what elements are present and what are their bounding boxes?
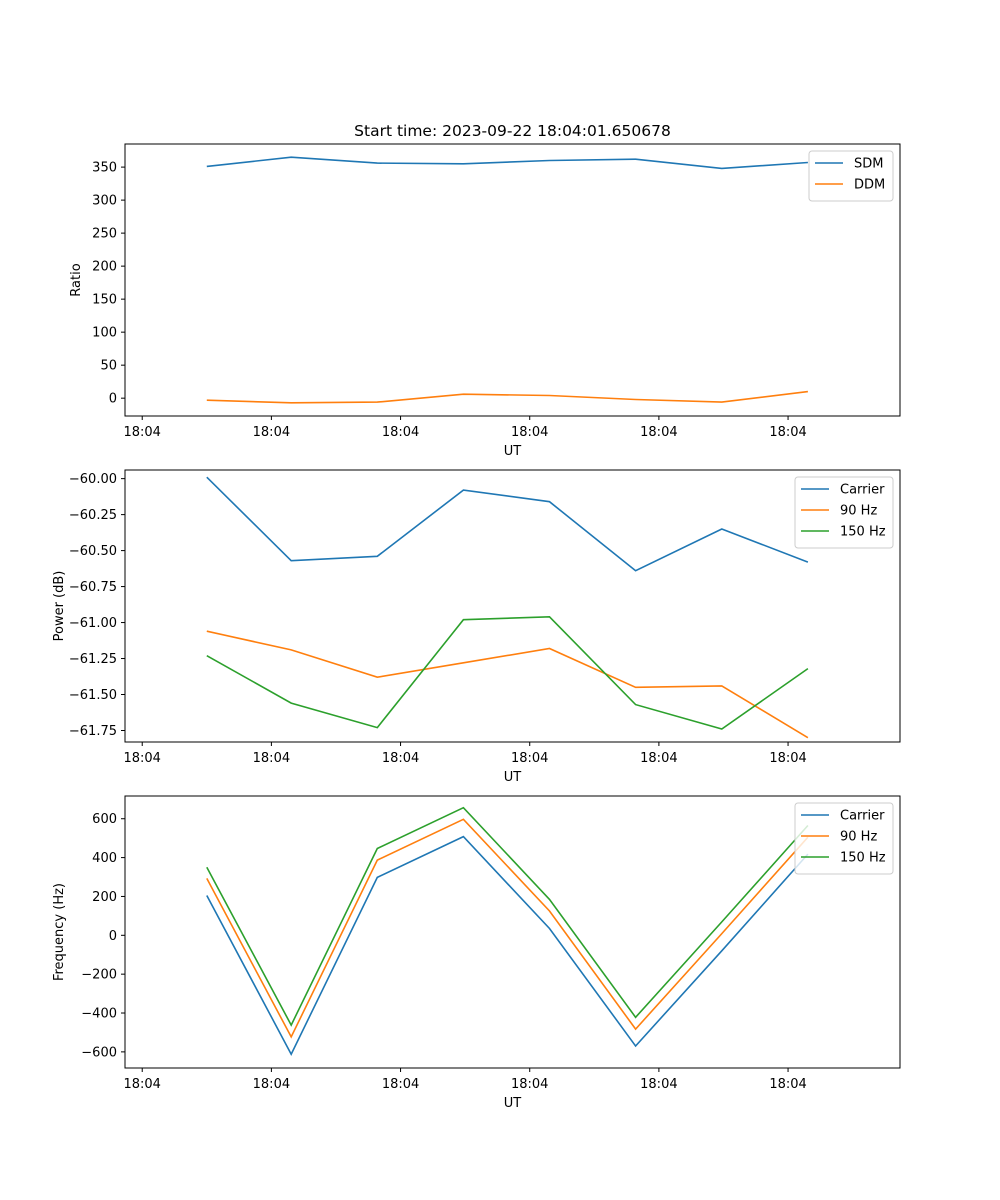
x-tick-label: 18:04 — [123, 425, 160, 440]
y-tick-label: −400 — [81, 1007, 117, 1022]
axes-frame — [124, 795, 901, 1069]
x-tick-label: 18:04 — [382, 751, 419, 766]
series-line-carrier — [206, 476, 809, 572]
series-line-sdm — [206, 156, 808, 170]
y-tick-label: −60.00 — [69, 472, 117, 487]
x-tick-label: 18:04 — [123, 751, 160, 766]
series-line-150-hz — [206, 615, 809, 730]
figure-title: Start time: 2023-09-22 18:04:01.650678 — [354, 122, 671, 140]
series-line-90-hz — [206, 818, 809, 1039]
y-tick-label: 0 — [109, 929, 117, 944]
x-tick-label: 18:04 — [769, 751, 806, 766]
y-axis-label: Frequency (Hz) — [52, 883, 67, 981]
legend-entry: 90 Hz — [840, 830, 877, 845]
plot-panel-3: 18:04 18:04 18:04 18:04 18:04 18:04 −600 −400 −2… — [52, 795, 901, 1111]
y-tick-label: 200 — [92, 260, 117, 275]
y-tick-label: −61.25 — [69, 652, 117, 667]
x-tick-label: 18:04 — [511, 425, 548, 440]
y-tick-label: 300 — [92, 194, 117, 209]
x-tick-label: 18:04 — [253, 751, 290, 766]
plots-container: 18:04 18:04 18:04 18:04 18:04 18:04 0 50 100 150 2… — [52, 143, 901, 1111]
y-tick-label: 600 — [92, 812, 117, 827]
x-tick-label: 18:04 — [640, 425, 677, 440]
x-tick-label: 18:04 — [769, 1077, 806, 1092]
y-tick-label: 400 — [92, 851, 117, 866]
series-line-ddm — [206, 390, 808, 404]
axes-frame — [124, 143, 901, 417]
x-axis-label: UT — [504, 770, 522, 785]
y-tick-label: 250 — [92, 227, 117, 242]
legend-entry: Carrier — [840, 483, 885, 498]
x-tick-label: 18:04 — [640, 751, 677, 766]
axes-frame — [124, 469, 901, 743]
legend-entry: DDM — [854, 178, 885, 193]
legend-entry: Carrier — [840, 809, 885, 824]
x-tick-label: 18:04 — [640, 1077, 677, 1092]
y-tick-label: 150 — [92, 293, 117, 308]
y-tick-label: −60.50 — [69, 544, 117, 559]
y-tick-label: −60.75 — [69, 580, 117, 595]
y-tick-label: 0 — [109, 392, 117, 407]
y-tick-label: −200 — [81, 968, 117, 983]
y-tick-label: 50 — [100, 359, 117, 374]
legend-entry: 150 Hz — [840, 851, 886, 866]
series-line-150-hz — [206, 806, 809, 1027]
legend-entry: 90 Hz — [840, 504, 877, 519]
x-axis-label: UT — [504, 1096, 522, 1111]
legend: SDM DDM — [808, 150, 894, 202]
y-tick-label: −61.50 — [69, 688, 117, 703]
x-tick-label: 18:04 — [769, 425, 806, 440]
y-tick-label: 350 — [92, 161, 117, 176]
x-tick-label: 18:04 — [382, 1077, 419, 1092]
plot-panel-1: 18:04 18:04 18:04 18:04 18:04 18:04 0 50 100 150 2… — [69, 143, 901, 459]
legend: Carrier 90 Hz 150 Hz — [794, 476, 894, 549]
x-tick-label: 18:04 — [511, 1077, 548, 1092]
x-tick-label: 18:04 — [123, 1077, 160, 1092]
series-line-90-hz — [206, 630, 809, 739]
y-axis-label: Ratio — [69, 263, 84, 296]
y-tick-label: −61.75 — [69, 724, 117, 739]
y-tick-label: 100 — [92, 326, 117, 341]
x-tick-label: 18:04 — [382, 425, 419, 440]
x-tick-label: 18:04 — [511, 751, 548, 766]
y-tick-label: −60.25 — [69, 508, 117, 523]
x-tick-label: 18:04 — [253, 1077, 290, 1092]
plot-panel-2: 18:04 18:04 18:04 18:04 18:04 18:04 −60.00 −60.… — [52, 469, 901, 785]
x-tick-label: 18:04 — [253, 425, 290, 440]
y-axis-label: Power (dB) — [52, 571, 67, 642]
legend: Carrier 90 Hz 150 Hz — [794, 802, 894, 875]
legend-entry: SDM — [854, 157, 883, 172]
y-tick-label: 200 — [92, 890, 117, 905]
legend-entry: 150 Hz — [840, 525, 886, 540]
y-tick-label: −600 — [81, 1045, 117, 1060]
y-tick-label: −61.00 — [69, 616, 117, 631]
series-line-carrier — [206, 835, 809, 1056]
x-axis-label: UT — [504, 444, 522, 459]
